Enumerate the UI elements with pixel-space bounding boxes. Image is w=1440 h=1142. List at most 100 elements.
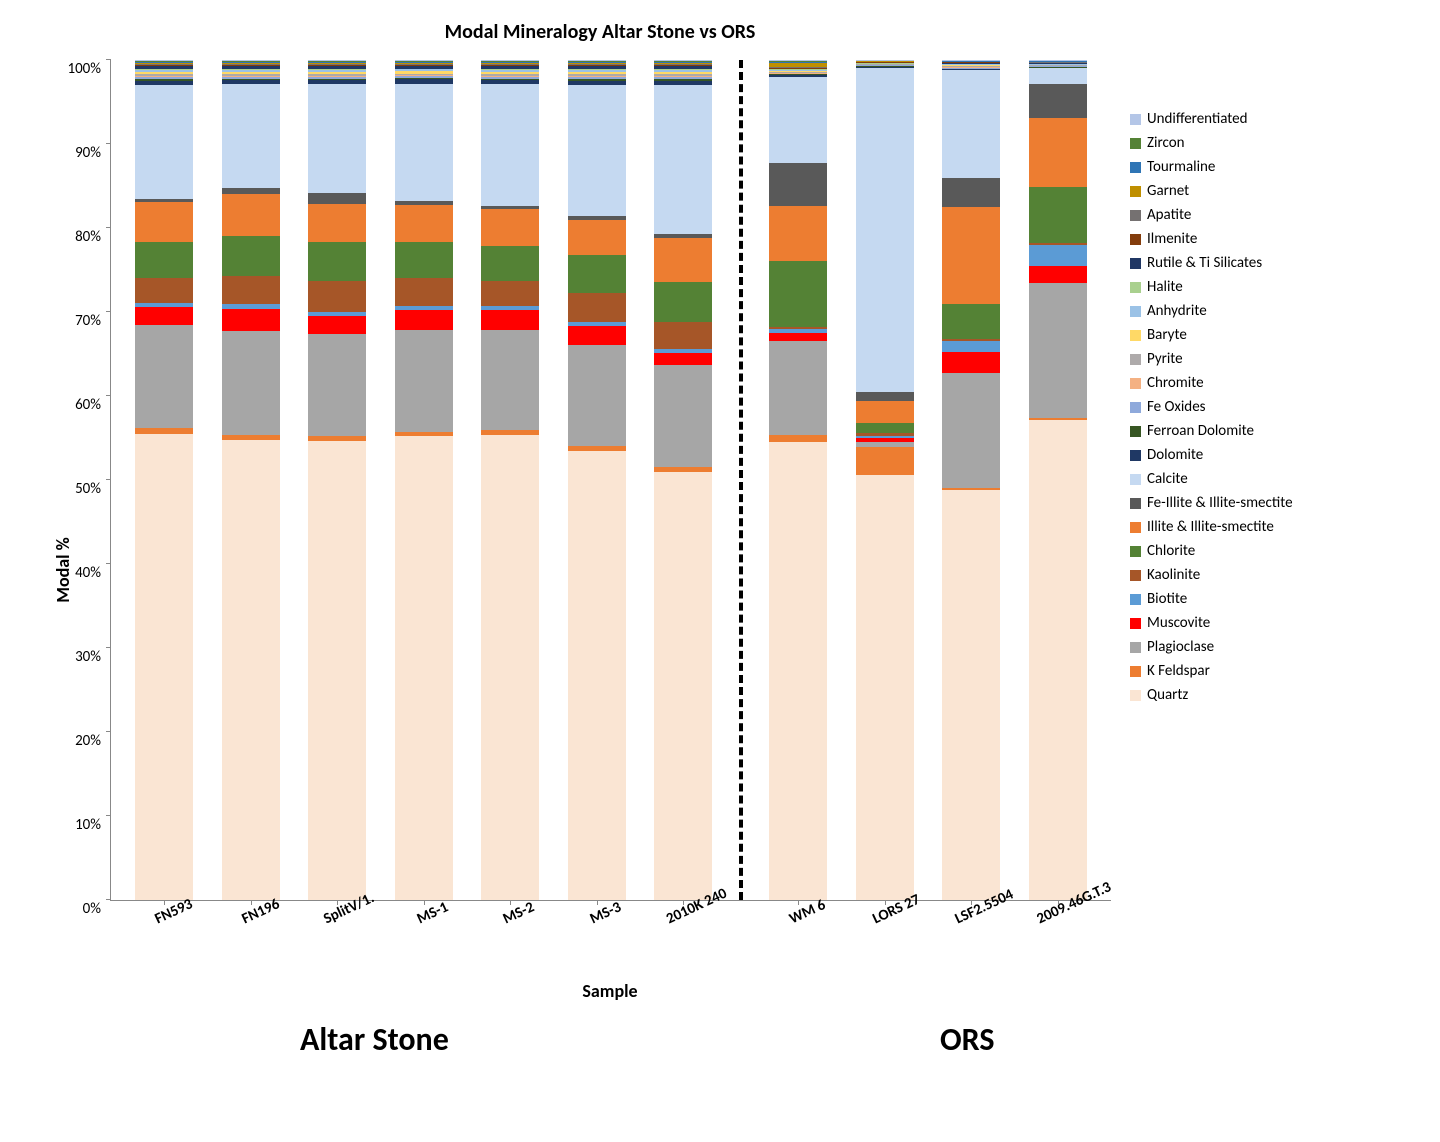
y-tick-label: 70%	[56, 312, 101, 330]
x-tick-label: MS-1	[414, 898, 451, 928]
bar: SplitV/1.	[308, 60, 366, 900]
bar-segment	[222, 309, 280, 331]
bar-segment	[135, 242, 193, 277]
bar-segment	[769, 163, 827, 206]
bar-segment	[769, 442, 827, 900]
x-tick-mark	[885, 900, 886, 905]
bar-segment	[395, 242, 453, 278]
legend-swatch	[1130, 546, 1141, 557]
legend-swatch	[1130, 234, 1141, 245]
bar-segment	[654, 282, 712, 322]
bar-segment	[395, 278, 453, 306]
legend-item: Apatite	[1130, 206, 1293, 224]
legend-item: K Feldspar	[1130, 662, 1293, 680]
group-label-right: ORS	[940, 1020, 994, 1059]
x-tick-mark	[164, 900, 165, 905]
legend-label: Chlorite	[1147, 542, 1195, 560]
bar-segment	[568, 255, 626, 293]
bar-segment	[769, 206, 827, 261]
bar-segment	[856, 68, 914, 392]
legend-item: Halite	[1130, 278, 1293, 296]
legend-item: Dolomite	[1130, 446, 1293, 464]
bar-segment	[1029, 283, 1087, 417]
bar-segment	[308, 441, 366, 900]
legend-swatch	[1130, 570, 1141, 581]
legend-label: Biotite	[1147, 590, 1187, 608]
legend-item: Anhydrite	[1130, 302, 1293, 320]
bar-segment	[769, 261, 827, 326]
bar-segment	[568, 293, 626, 322]
legend-label: Apatite	[1147, 206, 1191, 224]
x-tick-mark	[251, 900, 252, 905]
legend-swatch	[1130, 258, 1141, 269]
y-tick-label: 90%	[56, 144, 101, 162]
legend-swatch	[1130, 594, 1141, 605]
legend-item: Chlorite	[1130, 542, 1293, 560]
bar-segment	[856, 447, 914, 476]
bar-segment	[942, 341, 1000, 352]
bar-segment	[856, 401, 914, 424]
bar-segment	[395, 330, 453, 432]
legend-label: Fe Oxides	[1147, 398, 1206, 416]
legend-item: Baryte	[1130, 326, 1293, 344]
bar-segment	[135, 325, 193, 427]
bar-segment	[856, 392, 914, 401]
legend-item: Fe-Illite & Illite-smectite	[1130, 494, 1293, 512]
group-divider	[739, 60, 743, 900]
x-tick-label: WM 6	[787, 896, 829, 928]
legend-item: Illite & Illite-smectite	[1130, 518, 1293, 536]
x-tick-mark	[683, 900, 684, 905]
bar-segment	[395, 84, 453, 202]
legend-item: Garnet	[1130, 182, 1293, 200]
bar-segment	[308, 316, 366, 334]
x-tick-mark	[597, 900, 598, 905]
bar: MS-2	[481, 60, 539, 900]
bar-segment	[568, 85, 626, 216]
y-tick-label: 30%	[56, 648, 101, 666]
y-tick-label: 40%	[56, 564, 101, 582]
legend-label: Kaolinite	[1147, 566, 1200, 584]
x-axis-label: Sample	[110, 980, 1110, 1002]
legend-item: Zircon	[1130, 134, 1293, 152]
bar-segment	[481, 209, 539, 246]
bar-segment	[654, 238, 712, 282]
legend-item: Tourmaline	[1130, 158, 1293, 176]
bar-segment	[942, 304, 1000, 339]
bar-segment	[222, 188, 280, 195]
bar-segment	[222, 331, 280, 435]
bar-segment	[942, 70, 1000, 178]
bar-segment	[222, 440, 280, 900]
legend-swatch	[1130, 666, 1141, 677]
legend-swatch	[1130, 186, 1141, 197]
bar-segment	[1029, 187, 1087, 243]
legend-swatch	[1130, 306, 1141, 317]
legend-item: Pyrite	[1130, 350, 1293, 368]
bar-segment	[222, 236, 280, 276]
bar-segment	[481, 330, 539, 431]
x-tick-label: MS-2	[501, 898, 538, 928]
x-tick-mark	[1058, 900, 1059, 905]
legend-label: Fe-Illite & Illite-smectite	[1147, 494, 1293, 512]
y-tick-label: 80%	[56, 228, 101, 246]
plot-area: FN593FN196SplitV/1.MS-1MS-2MS-32010K 240…	[110, 60, 1111, 901]
x-tick-label: FN196	[239, 895, 282, 928]
bar-segment	[769, 435, 827, 442]
bar-segment	[654, 85, 712, 234]
legend-item: Ilmenite	[1130, 230, 1293, 248]
bar-segment	[769, 341, 827, 435]
bar-segment	[135, 307, 193, 325]
bar-segment	[856, 475, 914, 900]
legend-label: Garnet	[1147, 182, 1189, 200]
legend-item: Undifferentiated	[1130, 110, 1293, 128]
bar-segment	[395, 310, 453, 329]
bar-segment	[942, 352, 1000, 372]
bar-segment	[308, 281, 366, 312]
bar-segment	[308, 334, 366, 436]
legend-swatch	[1130, 162, 1141, 173]
legend-swatch	[1130, 642, 1141, 653]
y-tick-mark	[106, 311, 111, 312]
legend-swatch	[1130, 282, 1141, 293]
legend-label: Zircon	[1147, 134, 1185, 152]
x-tick-mark	[337, 900, 338, 905]
legend-swatch	[1130, 138, 1141, 149]
